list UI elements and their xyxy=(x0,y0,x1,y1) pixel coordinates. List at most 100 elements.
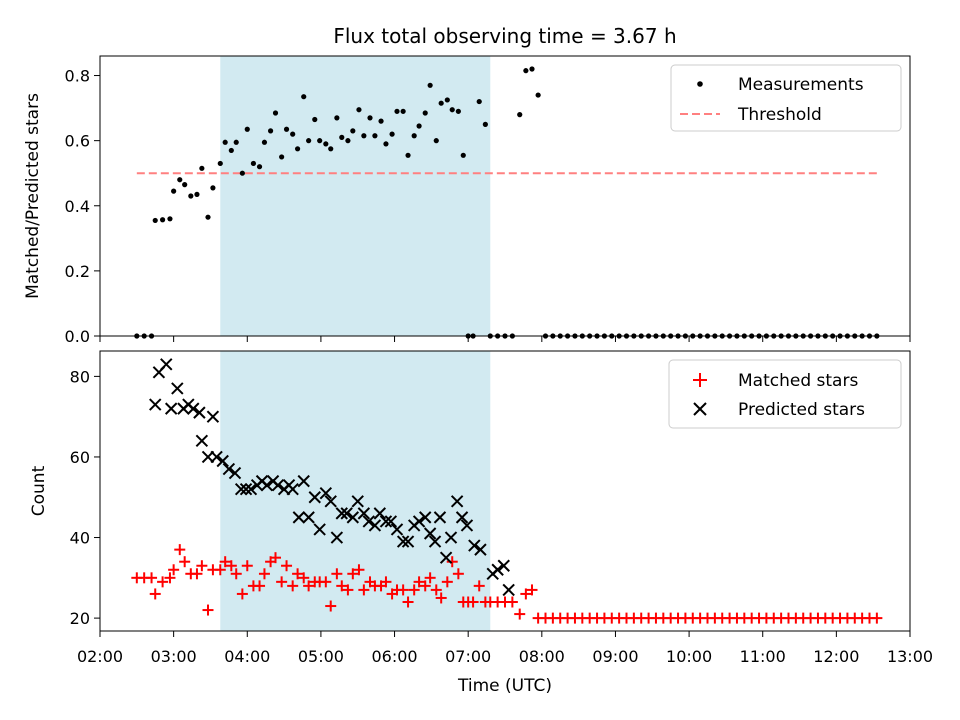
top-ylabel: Matched/Predicted stars xyxy=(23,93,43,299)
matched-star-point xyxy=(174,544,186,556)
measurement-point xyxy=(517,112,523,118)
predicted-star-stroke xyxy=(216,454,229,468)
measurement-point xyxy=(294,146,301,152)
bottom-yticks: 20 40 60 80 xyxy=(70,367,100,628)
x-tick-label: 12:00 xyxy=(813,647,859,666)
x-tick-label: 10:00 xyxy=(666,647,712,666)
matched-star-point xyxy=(168,564,180,576)
measurement-point xyxy=(389,131,395,137)
matched-star-point xyxy=(320,576,332,588)
measurement-point xyxy=(350,128,356,134)
bottom-xticks: 02:00 03:00 04:00 05:00 06:00 07:00 08:00 09:00… xyxy=(77,631,933,666)
predicted-star-stroke xyxy=(502,583,515,597)
matched-star-point xyxy=(214,564,226,576)
matched-star-point xyxy=(191,568,203,580)
measurement-point xyxy=(523,68,529,74)
predicted-star-stroke xyxy=(390,523,404,536)
matched-star-point xyxy=(526,584,538,596)
top-legend-box xyxy=(670,64,902,132)
bottom-legend: Matched stars Predicted stars xyxy=(668,359,902,429)
matched-star-point xyxy=(408,584,420,596)
predicted-star-point xyxy=(206,410,220,423)
predicted-star-stroke xyxy=(373,507,387,520)
predicted-star-stroke xyxy=(401,535,415,548)
predicted-star-point xyxy=(390,523,404,536)
predicted-star-point xyxy=(193,406,206,419)
predicted-star-point xyxy=(433,511,447,524)
matched-star-point xyxy=(179,556,191,568)
predicted-star-point xyxy=(302,511,315,524)
measurement-point xyxy=(328,146,334,152)
measurement-point xyxy=(422,110,428,116)
predicted-star-point xyxy=(468,539,481,552)
predicted-star-stroke xyxy=(412,515,426,528)
predicted-star-point xyxy=(362,515,375,528)
legend-matched-label: Matched stars xyxy=(738,371,858,391)
matched-star-point xyxy=(452,568,464,580)
measurement-point xyxy=(250,160,257,167)
predicted-star-point xyxy=(319,487,333,500)
predicted-star-point xyxy=(286,482,299,496)
top-xticks xyxy=(99,336,911,342)
matched-star-point xyxy=(281,560,293,572)
matched-star-point xyxy=(397,584,409,596)
predicted-star-point xyxy=(455,511,469,524)
measurement-point xyxy=(222,139,228,145)
predicted-star-stroke xyxy=(460,519,474,532)
predicted-star-stroke xyxy=(379,515,393,528)
predicted-star-stroke xyxy=(292,511,306,524)
predicted-star-point xyxy=(308,491,321,504)
measurement-point xyxy=(405,152,411,158)
predicted-star-point xyxy=(368,519,382,532)
predicted-star-point xyxy=(497,559,510,572)
predicted-star-stroke xyxy=(497,559,510,572)
predicted-star-point xyxy=(340,507,353,520)
predicted-star-stroke xyxy=(357,507,371,520)
measurement-point xyxy=(233,139,239,145)
measurement-point xyxy=(194,191,200,197)
matched-star-point xyxy=(270,552,281,564)
predicted-star-point xyxy=(330,531,344,544)
predicted-star-stroke xyxy=(419,511,432,524)
measurement-point xyxy=(217,160,223,167)
matched-star-point xyxy=(358,584,370,596)
predicted-star-point xyxy=(346,511,360,524)
measurement-point xyxy=(317,138,323,144)
measurement-point xyxy=(482,121,488,127)
predicted-star-stroke xyxy=(433,511,447,524)
chart-title: Flux total observing time = 3.67 h xyxy=(333,24,676,48)
measurement-point xyxy=(411,133,417,139)
predicted-star-point xyxy=(260,478,274,492)
predicted-star-point xyxy=(297,474,310,488)
predicted-star-stroke xyxy=(346,511,360,524)
predicted-star-stroke xyxy=(313,523,326,536)
predicted-star-stroke xyxy=(474,543,487,556)
measurement-point xyxy=(427,82,433,88)
measurement-point xyxy=(279,154,285,160)
measurement-point xyxy=(372,133,378,139)
predicted-star-stroke xyxy=(160,358,173,371)
measurement-point xyxy=(378,118,384,124)
predicted-star-point xyxy=(444,531,458,544)
predicted-star-stroke xyxy=(234,482,248,496)
predicted-star-point xyxy=(171,382,184,395)
predicted-star-stroke xyxy=(193,406,206,419)
predicted-star-point xyxy=(412,515,426,528)
predicted-star-point xyxy=(423,527,437,540)
matched-star-point xyxy=(258,568,270,580)
x-tick-label: 05:00 xyxy=(298,647,344,666)
predicted-star-point xyxy=(160,358,173,371)
matched-star-point xyxy=(225,560,237,572)
measurement-point xyxy=(159,217,166,223)
measurement-point xyxy=(256,164,263,170)
predicted-star-stroke xyxy=(206,410,220,423)
measurement-point xyxy=(306,138,312,144)
y-tick-label: 0.2 xyxy=(65,262,90,281)
measurement-point xyxy=(449,107,455,113)
predicted-star-stroke xyxy=(455,511,469,524)
y-tick-label: 60 xyxy=(70,448,90,467)
y-tick-label: 80 xyxy=(70,367,90,386)
predicted-star-point xyxy=(149,398,162,411)
measurement-point xyxy=(323,141,329,147)
measurement-point xyxy=(188,193,194,199)
